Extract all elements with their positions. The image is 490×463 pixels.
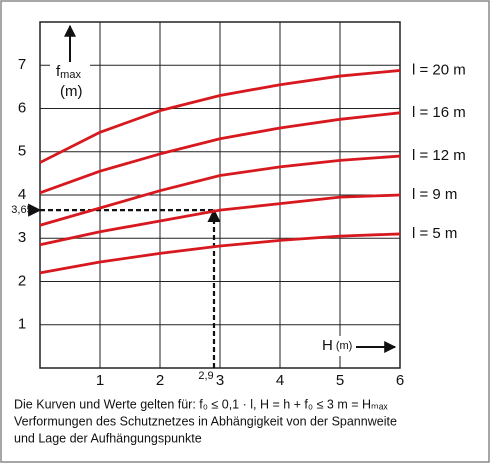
- x-label-symbol: H: [322, 337, 333, 354]
- x-tick-label: 3: [216, 372, 224, 389]
- x-tick-label: 4: [276, 372, 284, 389]
- marker-x-label: 2,9: [198, 370, 213, 382]
- curve: [39, 232, 401, 275]
- legend-label: l = 5 m: [412, 225, 457, 242]
- legend-label: l = 16 m: [412, 104, 466, 121]
- y-tick-label: 1: [18, 316, 26, 333]
- legend-label: l = 20 m: [412, 61, 466, 78]
- x-axis-label: H (m): [322, 337, 352, 354]
- marker-y-label: 3,65: [11, 204, 32, 216]
- curve: [39, 69, 401, 164]
- y-label-sub: max: [60, 69, 81, 81]
- y-tick-label: 2: [18, 272, 26, 289]
- caption-line: Verformungen des Schutznetzes in Abhängi…: [14, 414, 397, 428]
- caption-line: Die Kurven und Werte gelten für: f₀ ≤ 0,…: [14, 397, 388, 411]
- curve: [39, 193, 401, 247]
- caption-line: und Lage der Aufhängungspunkte: [14, 431, 202, 445]
- curve: [39, 111, 401, 195]
- x-label-unit: (m): [336, 340, 353, 352]
- x-tick-label: 5: [336, 372, 344, 389]
- legend-label: l = 12 m: [412, 147, 466, 164]
- x-tick-label: 1: [96, 372, 104, 389]
- y-label-symbol: f: [56, 63, 61, 80]
- y-tick-label: 7: [18, 56, 26, 73]
- y-tick-label: 4: [18, 186, 26, 203]
- y-tick-label: 5: [18, 143, 26, 160]
- x-tick-label: 6: [396, 372, 404, 389]
- y-tick-label: 6: [18, 99, 26, 116]
- legend-label: l = 9 m: [412, 186, 457, 203]
- y-tick-label: 3: [18, 229, 26, 246]
- x-tick-label: 2: [156, 372, 164, 389]
- y-axis-label: fmax: [56, 63, 81, 81]
- y-axis-unit: (m): [60, 83, 83, 100]
- curve: [39, 154, 401, 227]
- label-bg: [50, 62, 90, 102]
